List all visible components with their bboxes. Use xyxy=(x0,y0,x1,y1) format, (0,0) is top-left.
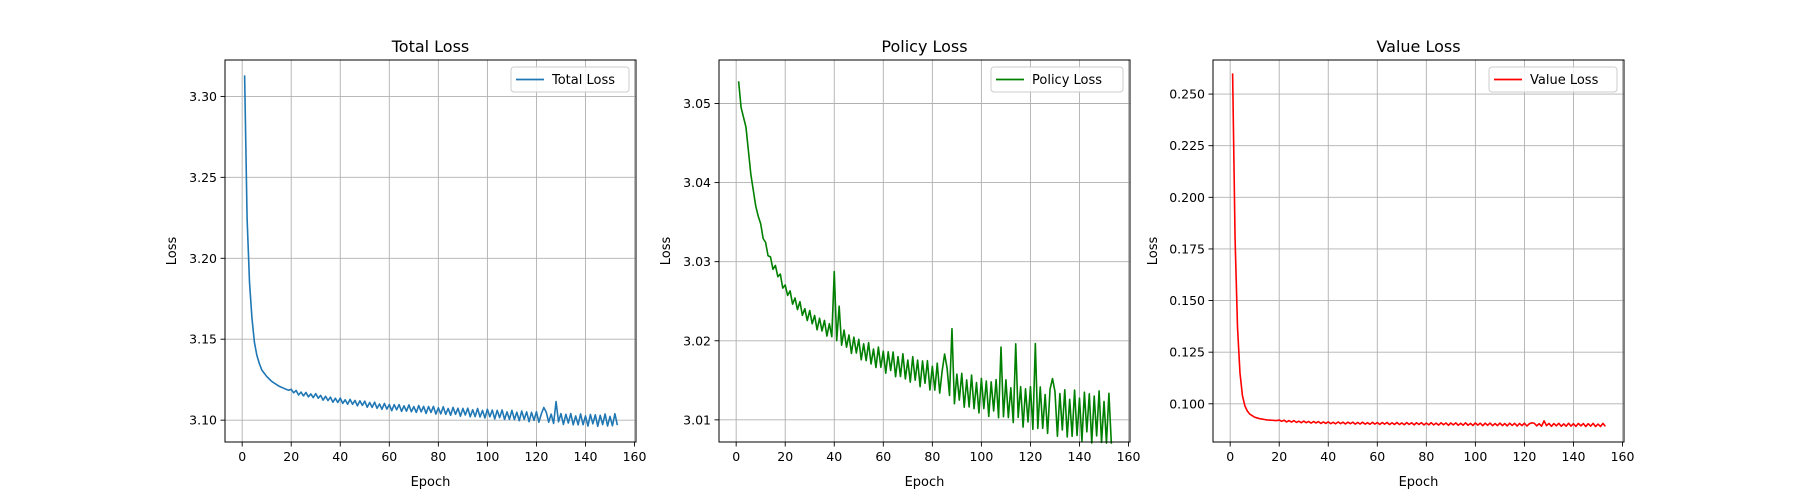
chart-title: Value Loss xyxy=(1376,37,1460,56)
x-tick-label: 100 xyxy=(969,449,993,464)
y-tick-label: 3.10 xyxy=(189,413,217,428)
y-tick-label: 0.250 xyxy=(1169,87,1205,102)
x-tick-label: 20 xyxy=(283,449,299,464)
series-line xyxy=(1231,73,1606,428)
panel-policy-loss: Policy Loss Epoch Loss 0 20 40 60 80 100 120 14… xyxy=(659,37,1141,490)
y-tick-label: 3.05 xyxy=(683,96,711,111)
legend-box xyxy=(510,66,630,93)
x-tick-label: 80 xyxy=(924,449,940,464)
x-tick-label: 60 xyxy=(381,449,397,464)
x-axis-label: Epoch xyxy=(411,475,451,490)
x-tick-label: 140 xyxy=(1068,449,1092,464)
grid xyxy=(719,60,1130,442)
legend-label: Total Loss xyxy=(551,73,615,88)
x-tick-label: 160 xyxy=(1117,449,1141,464)
x-tick-label: 40 xyxy=(1320,449,1336,464)
y-tick-label: 3.03 xyxy=(683,254,711,269)
legend-label: Value Loss xyxy=(1530,73,1599,88)
x-axis-label: Epoch xyxy=(1399,475,1439,490)
x-tick-label: 60 xyxy=(1369,449,1385,464)
x-tick-label: 80 xyxy=(1418,449,1434,464)
y-tick-label: 3.20 xyxy=(189,251,217,266)
series-line xyxy=(243,75,619,428)
legend-label: Policy Loss xyxy=(1032,73,1102,88)
grid xyxy=(225,60,636,442)
x-tick-label: 40 xyxy=(332,449,348,464)
y-axis-label: Loss xyxy=(165,237,180,266)
y-tick-label: 0.200 xyxy=(1169,190,1205,205)
y-axis-label: Loss xyxy=(1146,237,1161,266)
x-tick-label: 20 xyxy=(1271,449,1287,464)
ticks: 0 20 40 60 80 100 120 140 160 3.01 3.02 3.03 3.04 3.0… xyxy=(683,96,1140,464)
x-tick-label: 0 xyxy=(732,449,740,464)
y-axis-label: Loss xyxy=(659,237,674,266)
y-tick-label: 0.125 xyxy=(1169,345,1205,360)
chart-title: Policy Loss xyxy=(881,37,967,56)
x-tick-label: 120 xyxy=(1019,449,1043,464)
panel-total-loss: Total Loss Epoch Loss 0 20 40 60 80 100 120 140… xyxy=(165,37,647,490)
series-line xyxy=(737,81,1113,444)
y-tick-label: 3.01 xyxy=(683,412,711,427)
y-tick-label: 0.150 xyxy=(1169,293,1205,308)
x-tick-label: 100 xyxy=(475,449,499,464)
y-tick-label: 3.30 xyxy=(189,89,217,104)
y-tick-label: 0.225 xyxy=(1169,138,1205,153)
plot-frame xyxy=(718,59,1131,443)
ticks: 0 20 40 60 80 100 120 140 160 0.100 0.125 0.150 0.17… xyxy=(1169,87,1634,464)
legend-box xyxy=(990,66,1124,93)
y-tick-label: 3.25 xyxy=(189,170,217,185)
grid xyxy=(1213,60,1624,442)
x-tick-label: 120 xyxy=(1513,449,1537,464)
x-tick-label: 60 xyxy=(875,449,891,464)
x-tick-label: 0 xyxy=(238,449,246,464)
y-tick-label: 3.02 xyxy=(683,333,711,348)
x-tick-label: 140 xyxy=(1562,449,1586,464)
x-tick-label: 100 xyxy=(1463,449,1487,464)
y-tick-label: 0.175 xyxy=(1169,241,1205,256)
panel-value-loss: Value Loss Epoch Loss 0 20 40 60 80 100 120 140… xyxy=(1146,37,1635,490)
ticks: 0 20 40 60 80 100 120 140 160 3.10 3.15 3.20 3.25 3.3… xyxy=(189,89,646,464)
x-tick-label: 80 xyxy=(430,449,446,464)
x-tick-label: 160 xyxy=(623,449,647,464)
legend-box xyxy=(1488,66,1618,93)
x-tick-label: 20 xyxy=(777,449,793,464)
x-tick-label: 40 xyxy=(826,449,842,464)
x-axis-label: Epoch xyxy=(905,475,945,490)
y-tick-label: 0.100 xyxy=(1169,396,1205,411)
plot-frame xyxy=(224,59,637,443)
x-tick-label: 120 xyxy=(525,449,549,464)
y-tick-label: 3.04 xyxy=(683,175,711,190)
chart-title: Total Loss xyxy=(391,37,470,56)
x-tick-label: 0 xyxy=(1226,449,1234,464)
x-tick-label: 140 xyxy=(574,449,598,464)
plot-frame xyxy=(1212,59,1625,443)
y-tick-label: 3.15 xyxy=(189,332,217,347)
x-tick-label: 160 xyxy=(1611,449,1635,464)
